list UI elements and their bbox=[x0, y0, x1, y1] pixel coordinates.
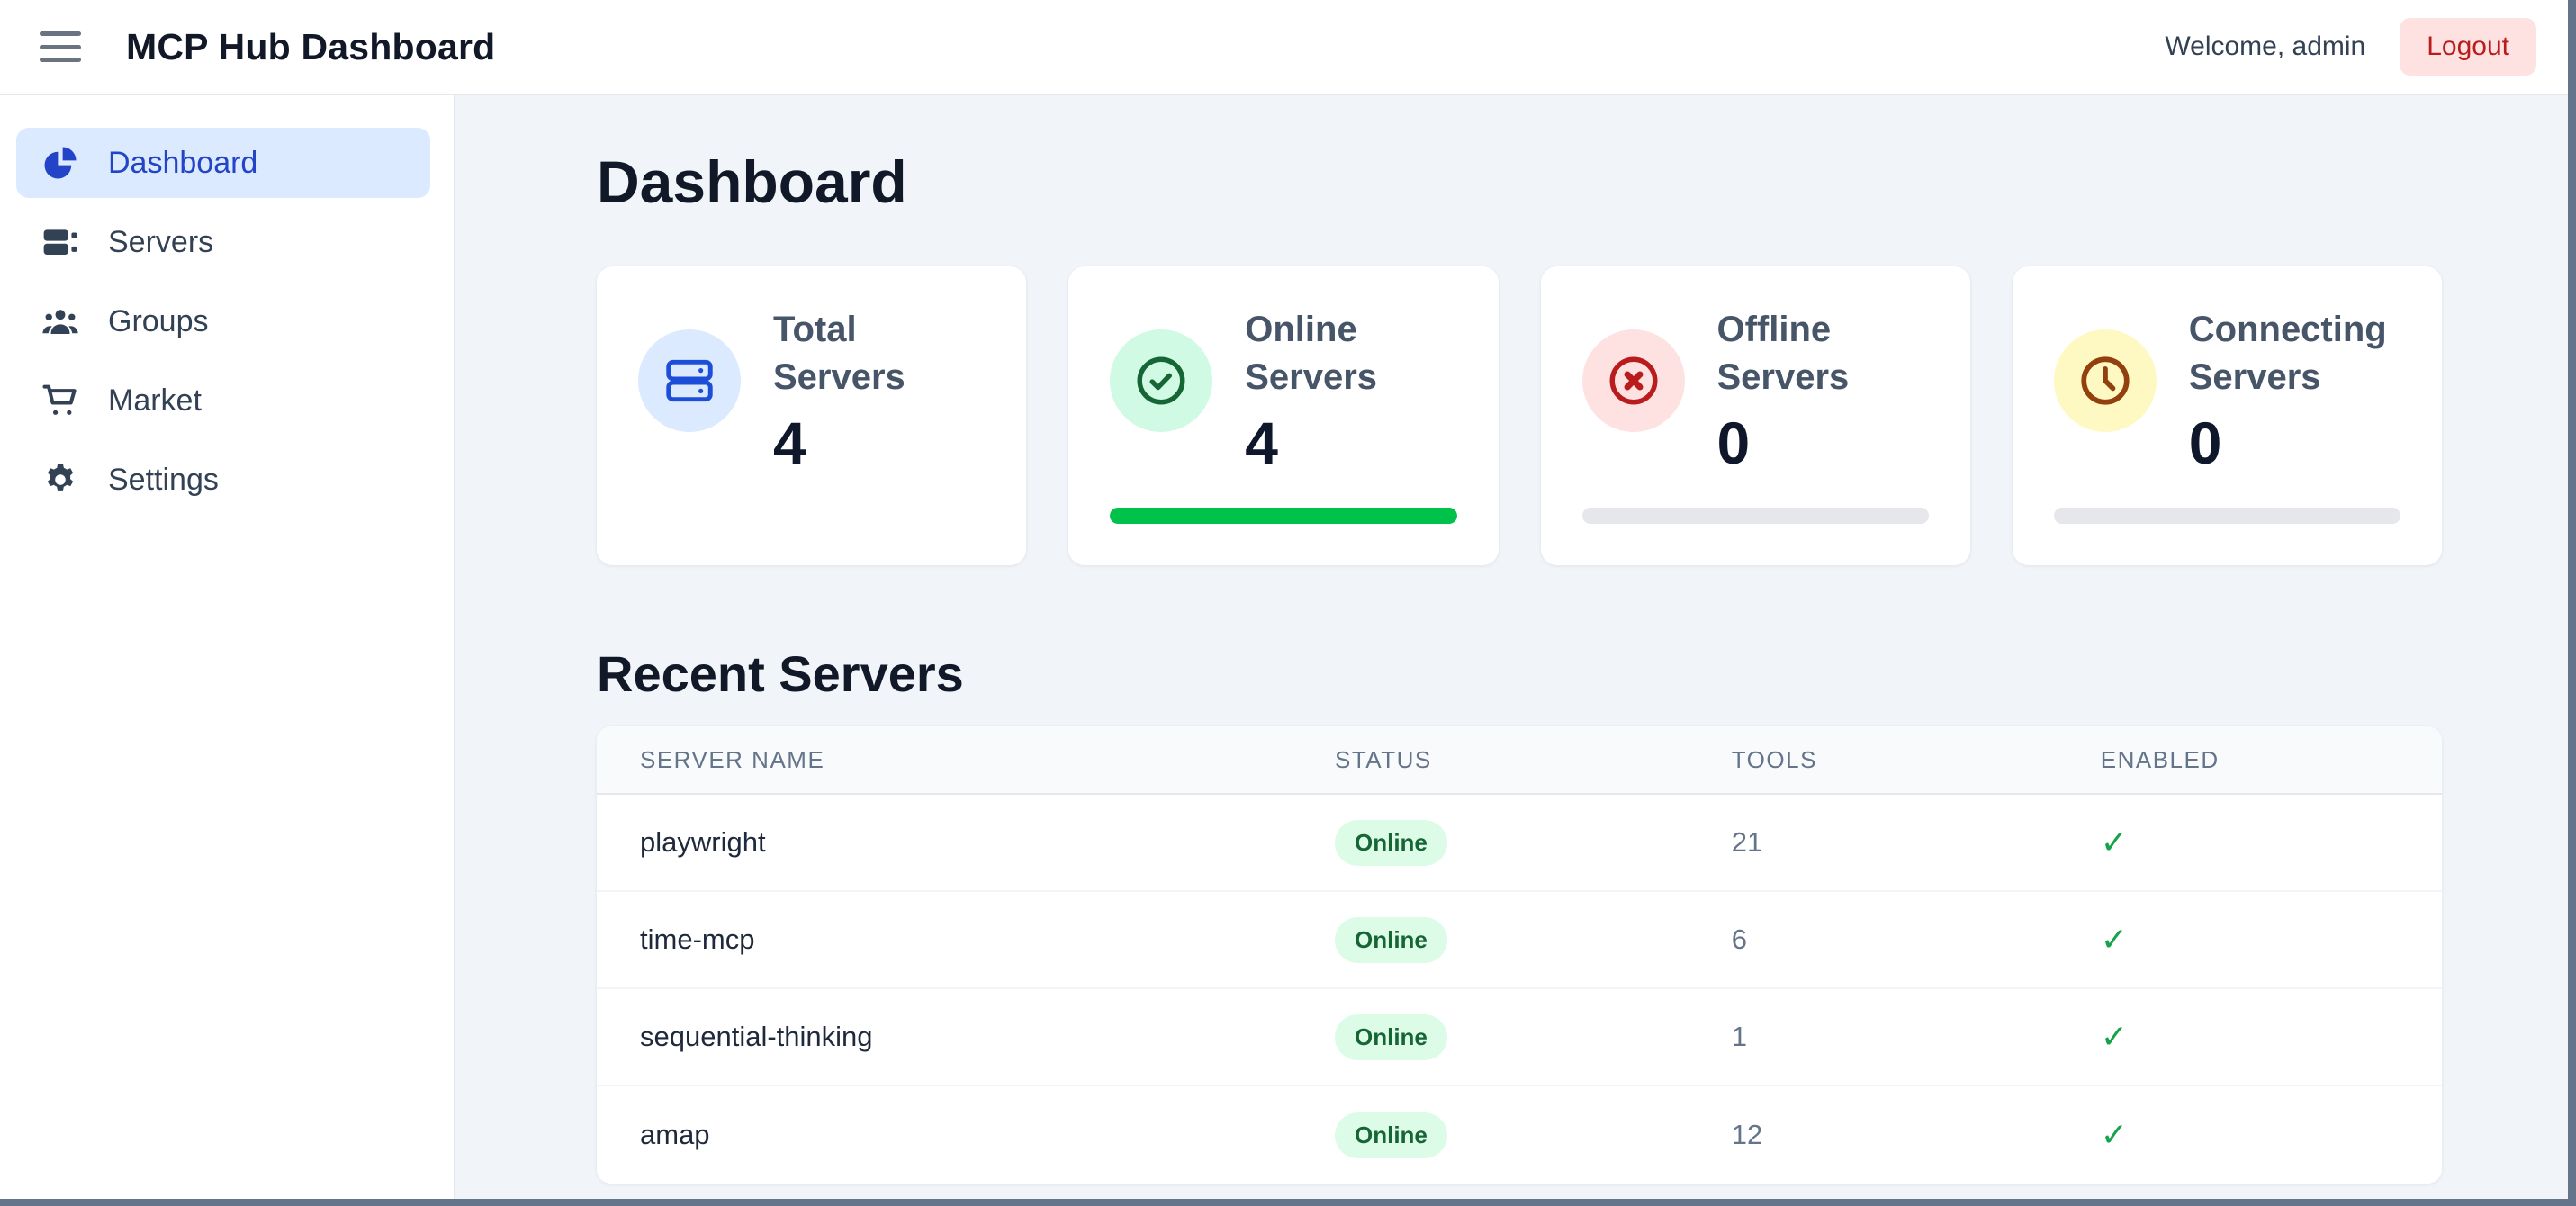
check-circle-icon bbox=[1137, 356, 1185, 405]
server-name: sequential-thinking bbox=[640, 1021, 873, 1052]
stat-label: Total Servers bbox=[773, 310, 905, 397]
tools-count: 1 bbox=[1731, 1021, 1747, 1052]
stat-card-offline-servers: Offline Servers 0 bbox=[1540, 266, 1970, 565]
sidebar-item-label: Dashboard bbox=[108, 145, 258, 180]
stat-value: 0 bbox=[1716, 409, 1751, 476]
stat-label: Online Servers bbox=[1245, 310, 1378, 397]
chart-pie-icon bbox=[44, 147, 77, 179]
icon-badge bbox=[1581, 329, 1685, 432]
table-row[interactable]: time-mcp Online 6 ✓ bbox=[597, 892, 2442, 989]
status-badge: Online bbox=[1335, 1112, 1447, 1158]
sidebar-item-label: Settings bbox=[108, 462, 219, 497]
users-icon bbox=[42, 310, 78, 334]
server-outline-icon bbox=[666, 359, 713, 402]
stat-card-connecting-servers: Connecting Servers 0 bbox=[2012, 266, 2442, 565]
stat-value: 4 bbox=[1245, 409, 1278, 476]
sidebar-item-groups[interactable]: Groups bbox=[16, 286, 430, 356]
sidebar-item-label: Groups bbox=[108, 303, 209, 338]
stat-value: 0 bbox=[2188, 409, 2222, 476]
sidebar-item-servers[interactable]: Servers bbox=[16, 207, 430, 277]
enabled-check-icon: ✓ bbox=[2100, 824, 2128, 860]
progress-bar bbox=[2053, 508, 2400, 524]
server-icon bbox=[43, 230, 77, 255]
tools-count: 21 bbox=[1731, 826, 1763, 858]
clock-icon bbox=[2081, 356, 2130, 405]
horizontal-scrollbar[interactable] bbox=[0, 1199, 2576, 1206]
app-title: MCP Hub Dashboard bbox=[126, 25, 496, 68]
logout-button[interactable]: Logout bbox=[2400, 18, 2536, 76]
main-content: Dashboard Total Serv bbox=[455, 95, 2576, 1206]
tools-count: 12 bbox=[1731, 1119, 1763, 1150]
recent-servers-table: SERVER NAME STATUS TOOLS ENABLED playwri… bbox=[597, 726, 2442, 1184]
column-header-tools: TOOLS bbox=[1731, 745, 1817, 773]
x-circle-icon bbox=[1609, 356, 1657, 405]
status-badge: Online bbox=[1335, 916, 1447, 963]
column-header-enabled: ENABLED bbox=[2100, 745, 2220, 773]
stat-label: Connecting Servers bbox=[2188, 310, 2387, 397]
table-row[interactable]: amap Online 12 ✓ bbox=[597, 1086, 2442, 1184]
gear-icon bbox=[47, 464, 74, 490]
sidebar-item-label: Servers bbox=[108, 224, 214, 259]
icon-badge bbox=[638, 329, 741, 432]
status-badge: Online bbox=[1335, 1013, 1447, 1060]
stat-cards: Total Servers 4 bbox=[597, 266, 2442, 565]
stat-label: Offline Servers bbox=[1716, 310, 1850, 397]
recent-servers-title: Recent Servers bbox=[597, 645, 964, 702]
page-title: Dashboard bbox=[597, 148, 907, 215]
server-name: time-mcp bbox=[640, 923, 755, 955]
table-header-row: SERVER NAME STATUS TOOLS ENABLED bbox=[597, 726, 2442, 795]
top-bar: MCP Hub Dashboard Welcome, admin Logout bbox=[0, 0, 2576, 95]
icon-badge bbox=[2053, 329, 2157, 432]
sidebar-item-market[interactable]: Market bbox=[16, 365, 430, 436]
status-badge: Online bbox=[1335, 819, 1447, 866]
topbar-right: Welcome, admin Logout bbox=[2165, 18, 2536, 76]
server-name: amap bbox=[640, 1119, 710, 1150]
table-row[interactable]: sequential-thinking Online 1 ✓ bbox=[597, 989, 2442, 1086]
vertical-scrollbar[interactable] bbox=[2568, 0, 2576, 1206]
server-name: playwright bbox=[640, 826, 766, 858]
enabled-check-icon: ✓ bbox=[2100, 921, 2128, 958]
column-header-status: STATUS bbox=[1335, 745, 1432, 773]
enabled-check-icon: ✓ bbox=[2100, 1018, 2128, 1055]
icon-badge bbox=[1110, 329, 1213, 432]
progress-bar bbox=[1581, 508, 1929, 524]
stat-value: 4 bbox=[773, 409, 806, 476]
enabled-check-icon: ✓ bbox=[2100, 1116, 2128, 1153]
sidebar: Dashboard Servers bbox=[0, 95, 455, 1206]
sidebar-item-settings[interactable]: Settings bbox=[16, 445, 430, 515]
hamburger-menu-icon[interactable] bbox=[40, 32, 81, 62]
table-row[interactable]: playwright Online 21 ✓ bbox=[597, 795, 2442, 892]
stat-card-online-servers: Online Servers 4 bbox=[1068, 266, 1499, 565]
welcome-text: Welcome, admin bbox=[2165, 32, 2366, 61]
column-header-server-name: SERVER NAME bbox=[640, 745, 825, 773]
sidebar-item-label: Market bbox=[108, 382, 202, 418]
stat-card-total-servers: Total Servers 4 bbox=[597, 266, 1027, 565]
progress-bar bbox=[1110, 508, 1457, 524]
cart-icon bbox=[42, 384, 77, 415]
sidebar-item-dashboard[interactable]: Dashboard bbox=[16, 128, 430, 198]
tools-count: 6 bbox=[1731, 923, 1747, 955]
